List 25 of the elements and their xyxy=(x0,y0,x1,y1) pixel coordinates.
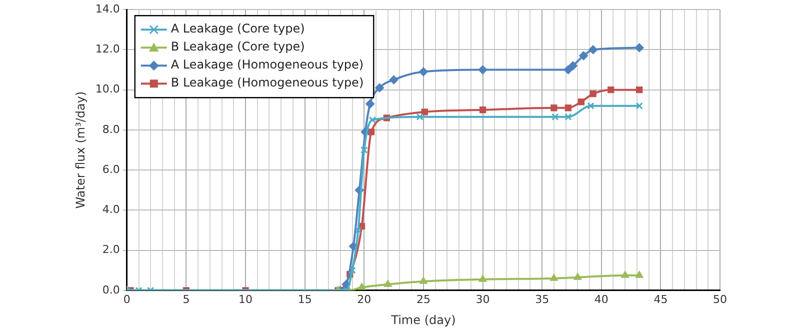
x-tick-label: 35 xyxy=(535,292,550,306)
y-axis-title: Water flux (m³/day) xyxy=(73,91,88,209)
legend-label: A Leakage (Homogeneous type) xyxy=(170,58,364,72)
x-tick-label: 0 xyxy=(123,292,130,306)
y-tick-label: 2.0 xyxy=(102,243,120,256)
y-tick-label: 12.0 xyxy=(95,42,120,56)
legend-label: B Leakage (Core type) xyxy=(170,40,305,54)
legend-label: B Leakage (Homogeneous type) xyxy=(170,76,364,90)
x-tick-label: 45 xyxy=(654,292,668,306)
x-tick-label: 25 xyxy=(416,292,430,306)
y-tick-label: 14.0 xyxy=(95,2,120,16)
legend-label: A Leakage (Core type) xyxy=(170,22,305,36)
y-tick-label: 10.0 xyxy=(95,82,120,96)
x-tick-label: 40 xyxy=(594,292,608,306)
x-axis-title: Time (day) xyxy=(390,312,456,327)
x-tick-label: 50 xyxy=(713,292,727,306)
y-tick-label: 0.0 xyxy=(102,283,120,296)
y-tick-label: 4.0 xyxy=(102,203,120,216)
x-tick-label: 5 xyxy=(182,292,190,306)
x-tick-label: 30 xyxy=(476,292,490,306)
y-tick-label: 8.0 xyxy=(102,122,120,136)
y-tick-label: 6.0 xyxy=(102,162,120,176)
x-tick-label: 20 xyxy=(357,292,372,306)
x-tick-label: 15 xyxy=(298,292,312,306)
x-tick-label: 10 xyxy=(238,292,253,306)
